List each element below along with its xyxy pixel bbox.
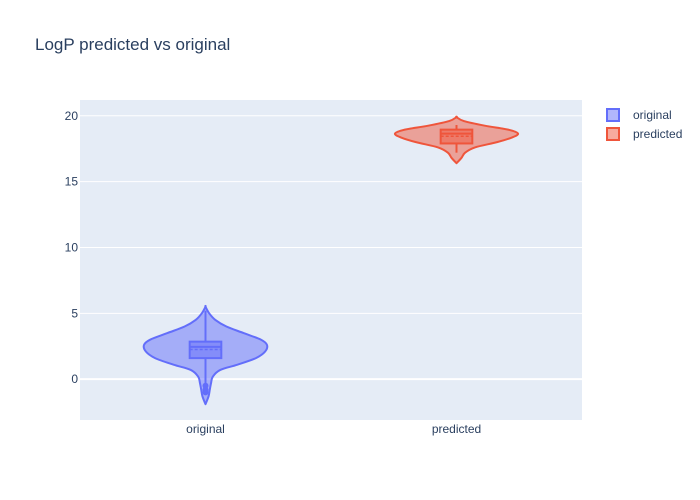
y-tick-label: 20 <box>65 109 79 123</box>
plot-area <box>80 100 582 420</box>
legend: original predicted <box>606 108 682 141</box>
x-axis-ticks: original predicted <box>186 422 481 436</box>
y-axis-ticks: 0 5 10 15 20 <box>65 109 79 386</box>
violin-original <box>142 304 269 406</box>
y-tick-label: 15 <box>65 175 79 189</box>
y-tick-label: 10 <box>65 240 79 254</box>
y-tick-label: 0 <box>71 372 78 386</box>
legend-label: original <box>633 108 672 122</box>
outlier-point <box>202 389 209 396</box>
legend-item-original: original <box>606 108 672 122</box>
x-tick-label: predicted <box>432 422 481 436</box>
y-gridlines <box>80 115 582 381</box>
violin-traces <box>142 115 520 406</box>
y-tick-label: 5 <box>71 306 78 320</box>
chart-title: LogP predicted vs original <box>35 35 230 54</box>
legend-item-predicted: predicted <box>606 127 682 141</box>
violin-predicted <box>393 115 520 165</box>
legend-swatch <box>606 127 620 141</box>
x-tick-label: original <box>186 422 225 436</box>
legend-label: predicted <box>633 127 682 141</box>
legend-swatch <box>606 108 620 122</box>
